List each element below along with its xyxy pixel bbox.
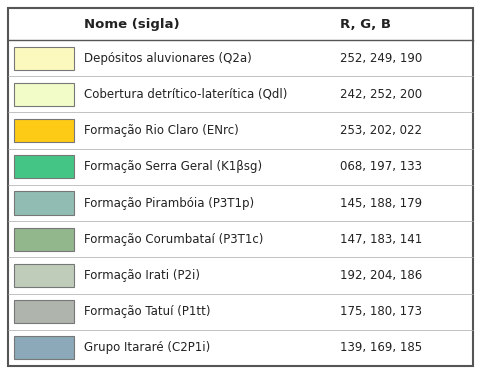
Text: Nome (sigla): Nome (sigla) <box>84 18 179 31</box>
Text: 192, 204, 186: 192, 204, 186 <box>339 269 421 282</box>
Text: 242, 252, 200: 242, 252, 200 <box>339 88 421 101</box>
Text: 145, 188, 179: 145, 188, 179 <box>339 196 421 209</box>
Bar <box>14 228 74 251</box>
Text: Formação Serra Geral (K1βsg): Formação Serra Geral (K1βsg) <box>84 160 262 173</box>
Text: Grupo Itararé (C2P1i): Grupo Itararé (C2P1i) <box>84 341 210 355</box>
Text: 253, 202, 022: 253, 202, 022 <box>339 124 421 137</box>
Bar <box>14 46 74 70</box>
Text: Formação Tatuí (P1tt): Formação Tatuí (P1tt) <box>84 305 210 318</box>
Text: Formação Irati (P2i): Formação Irati (P2i) <box>84 269 200 282</box>
Text: Formação Pirambóia (P3T1p): Formação Pirambóia (P3T1p) <box>84 196 253 209</box>
Text: Cobertura detrítico-laterítica (Qdl): Cobertura detrítico-laterítica (Qdl) <box>84 88 287 101</box>
Bar <box>14 119 74 142</box>
Text: 147, 183, 141: 147, 183, 141 <box>339 233 421 246</box>
Text: 139, 169, 185: 139, 169, 185 <box>339 341 421 355</box>
Text: 175, 180, 173: 175, 180, 173 <box>339 305 421 318</box>
Text: R, G, B: R, G, B <box>339 18 390 31</box>
Text: Depósitos aluvionares (Q2a): Depósitos aluvionares (Q2a) <box>84 52 251 65</box>
Bar <box>14 264 74 287</box>
Bar <box>14 83 74 106</box>
Text: 252, 249, 190: 252, 249, 190 <box>339 52 421 65</box>
Text: 068, 197, 133: 068, 197, 133 <box>339 160 421 173</box>
Bar <box>14 336 74 359</box>
Bar <box>14 300 74 323</box>
Bar <box>14 191 74 215</box>
Text: Formação Corumbataí (P3T1c): Formação Corumbataí (P3T1c) <box>84 233 263 246</box>
Text: Formação Rio Claro (ENrc): Formação Rio Claro (ENrc) <box>84 124 238 137</box>
Bar <box>14 155 74 178</box>
